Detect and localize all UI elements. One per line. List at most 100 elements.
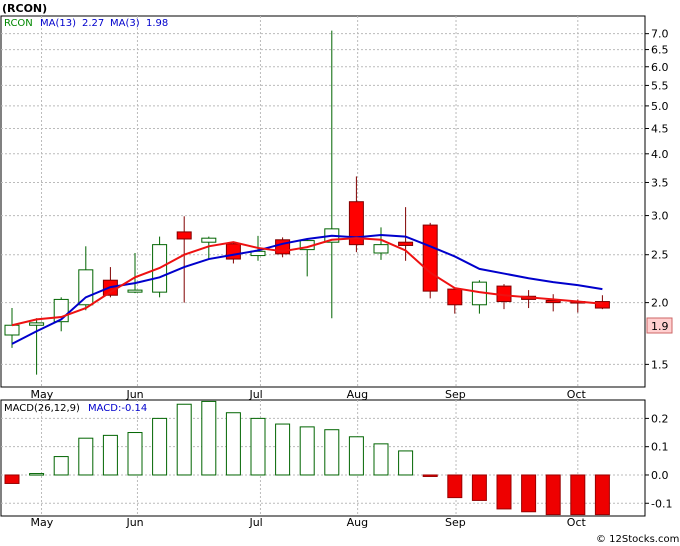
price-x-tick-label: May — [31, 388, 54, 401]
macd-x-tick-label: Jul — [248, 516, 262, 529]
macd-bars — [4, 400, 610, 516]
candle-body — [201, 237, 217, 243]
macd-bar — [447, 474, 463, 499]
macd-bar — [53, 456, 69, 476]
candle-body — [594, 301, 610, 309]
price-y-tick-label: 6.0 — [651, 61, 669, 74]
price-y-tick-label: 3.0 — [651, 210, 669, 223]
candle — [398, 207, 414, 261]
candle-body — [78, 269, 94, 306]
price-y-tick-label: 5.5 — [651, 79, 669, 92]
macd-x-tick-label: May — [31, 516, 54, 529]
macd-bar — [373, 443, 389, 476]
price-y-tick-label: 1.5 — [651, 358, 669, 371]
macd-panel-frame — [0, 399, 646, 517]
macd-bar — [225, 412, 241, 476]
candle-body — [545, 299, 561, 304]
ticker-title: (RCON) — [2, 2, 47, 15]
candle-body — [4, 324, 20, 336]
candle-body — [398, 241, 414, 246]
last-price-box — [646, 317, 673, 334]
legend-macd-value: MACD:-0.14 — [88, 403, 147, 414]
legend-ma3-label: MA(3) — [110, 18, 140, 29]
legend-ma3-value: 1.98 — [146, 18, 168, 29]
price-legend: RCON MA(13) 2.27 MA(3) 1.98 — [4, 18, 168, 29]
candle — [594, 295, 610, 310]
macd-bar — [422, 474, 438, 477]
macd-bar — [152, 417, 168, 476]
legend-ma13-label: MA(13) — [40, 18, 76, 29]
price-y-tick-label: 4.5 — [651, 123, 669, 136]
price-panel-frame — [0, 15, 646, 388]
candle-body — [447, 288, 463, 306]
legend-ticker: RCON — [4, 18, 33, 29]
macd-bar — [521, 474, 537, 513]
candle — [29, 318, 45, 375]
price-y-axis: 7.0 6.5 6.0 5.5 5.0 4.5 4.0 3.5 3.0 2.5 2.0 1.5 — [645, 28, 669, 371]
macd-bar — [471, 474, 487, 501]
macd-bar — [545, 474, 561, 516]
macd-x-axis: May Jun Jul Aug Sep Oct — [31, 516, 587, 529]
macd-bar — [275, 423, 291, 476]
macd-y-axis: 0.2 0.1 0.0 -0.1 — [645, 412, 672, 510]
macd-x-tick-label: Oct — [567, 516, 587, 529]
price-y-tick-label: 4.0 — [651, 148, 669, 161]
price-y-tick-label: 2.0 — [651, 297, 669, 310]
candle-body — [127, 289, 143, 293]
macd-bar — [201, 400, 217, 476]
price-x-tick-label: Sep — [445, 388, 466, 401]
copyright: © 12Stocks.com — [596, 534, 679, 545]
macd-y-tick-label: 0.0 — [651, 469, 669, 482]
last-price-label: 1.9 — [651, 320, 669, 333]
candle — [127, 252, 143, 294]
macd-legend: MACD(26,12,9) MACD:-0.14 — [4, 403, 147, 414]
ma13-line — [11, 234, 603, 345]
candle-body — [422, 224, 438, 292]
macd-bar — [324, 429, 340, 476]
macd-x-tick-label: Jun — [125, 516, 143, 529]
macd-bar — [348, 436, 364, 476]
macd-y-tick-label: -0.1 — [651, 497, 672, 510]
candle-body — [29, 322, 45, 326]
macd-x-tick-label: Sep — [445, 516, 466, 529]
macd-bar — [176, 403, 192, 476]
macd-bar — [594, 474, 610, 516]
macd-bar — [398, 450, 414, 476]
price-y-tick-label: 7.0 — [651, 28, 669, 41]
price-x-tick-label: Jul — [248, 388, 262, 401]
macd-bar — [4, 474, 20, 484]
macd-x-tick-label: Aug — [347, 516, 368, 529]
macd-y-tick-label: 0.1 — [651, 441, 669, 454]
macd-bar — [78, 437, 94, 476]
macd-y-tick-label: 0.2 — [651, 412, 669, 425]
price-x-tick-label: Jun — [125, 388, 143, 401]
legend-macd-label: MACD(26,12,9) — [4, 403, 80, 414]
price-y-tick-label: 6.5 — [651, 44, 669, 57]
candle — [545, 294, 561, 312]
candle — [201, 236, 217, 260]
candle — [422, 222, 438, 299]
candle — [373, 227, 389, 260]
last-price-marker: 1.9 — [646, 317, 673, 334]
candle — [176, 216, 192, 303]
candle-body — [225, 243, 241, 260]
price-y-tick-label: 3.5 — [651, 176, 669, 189]
macd-bar — [570, 474, 586, 516]
price-grid — [1, 16, 645, 387]
macd-bar — [250, 417, 266, 476]
price-x-tick-label: Aug — [347, 388, 368, 401]
macd-bar — [127, 432, 143, 476]
price-y-tick-label: 2.5 — [651, 249, 669, 262]
ma3-line — [11, 237, 603, 327]
price-x-axis: May Jun Jul Aug Sep Oct — [31, 388, 587, 401]
macd-bar — [496, 474, 512, 510]
candle-body — [348, 201, 364, 246]
candle — [275, 237, 291, 258]
macd-bar — [299, 426, 315, 476]
macd-bar — [102, 434, 118, 476]
candle-body — [176, 231, 192, 240]
legend-ma13-value: 2.27 — [82, 18, 104, 29]
candle — [348, 176, 364, 253]
macd-bar — [29, 473, 45, 476]
